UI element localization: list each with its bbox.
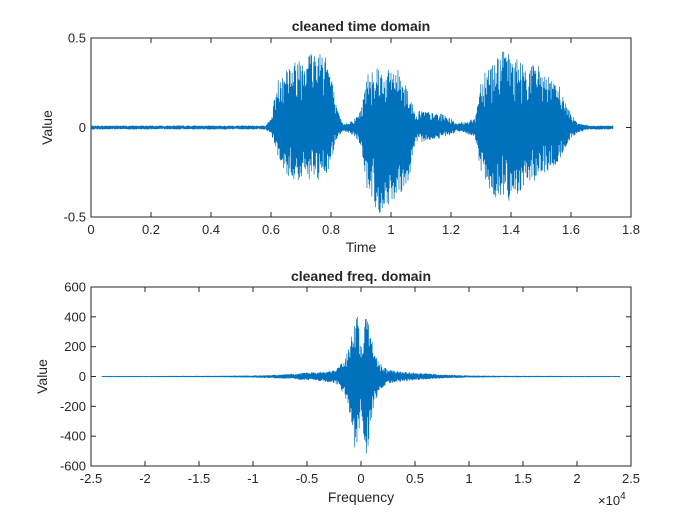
x-tick-label: 1.2 — [442, 222, 460, 237]
x-tick-label: 1.5 — [514, 471, 532, 486]
y-tick-label: 0 — [79, 369, 86, 384]
y-tick-label: -0.5 — [64, 210, 86, 225]
x-tick-label: 0.2 — [142, 222, 160, 237]
x-tick-label: -2 — [139, 471, 151, 486]
x-multiplier-label: ×104 — [598, 491, 626, 508]
y-tick-label: 400 — [64, 309, 86, 324]
freq-domain-ylabel: Value — [34, 359, 50, 394]
y-tick-label: 0.5 — [68, 31, 86, 46]
y-tick-label: 0 — [79, 120, 86, 135]
x-tick-label: -0.5 — [296, 471, 318, 486]
y-tick-label: 200 — [64, 339, 86, 354]
x-tick-label: 0.4 — [202, 222, 220, 237]
time-domain-title: cleaned time domain — [292, 18, 430, 34]
x-tick-label: 1.6 — [562, 222, 580, 237]
x-tick-label: -1.5 — [188, 471, 210, 486]
y-tick-label: 600 — [64, 280, 86, 295]
x-tick-label: 1 — [465, 471, 472, 486]
time-domain-signal-line — [90, 51, 614, 213]
freq-domain-xlabel: Frequency — [328, 489, 394, 505]
time-domain-xlabel: Time — [346, 239, 377, 255]
x-tick-label: -2.5 — [80, 471, 102, 486]
y-tick-label: -600 — [60, 459, 86, 474]
y-tick-label: -200 — [60, 399, 86, 414]
x-tick-label: 0.6 — [262, 222, 280, 237]
x-tick-label: 0 — [87, 222, 94, 237]
x-tick-label: 1 — [387, 222, 394, 237]
x-tick-label: 0 — [357, 471, 364, 486]
x-tick-label: -1 — [247, 471, 259, 486]
x-tick-label: 2 — [573, 471, 580, 486]
freq-domain-spectrum-line — [101, 316, 621, 454]
freq-domain-axes: cleaned freq. domain Frequency Value ×10… — [34, 268, 640, 508]
time-domain-ylabel: Value — [39, 110, 55, 145]
freq-domain-title: cleaned freq. domain — [291, 268, 431, 284]
x-tick-label: 2.5 — [622, 471, 640, 486]
x-tick-label: 1.4 — [502, 222, 520, 237]
x-tick-label: 0.8 — [322, 222, 340, 237]
x-tick-label: 0.5 — [406, 471, 424, 486]
y-tick-label: -400 — [60, 429, 86, 444]
x-tick-label: 1.8 — [622, 222, 640, 237]
time-domain-axes: cleaned time domain Time Value 0 0.2 0.4 0.… — [39, 18, 640, 255]
